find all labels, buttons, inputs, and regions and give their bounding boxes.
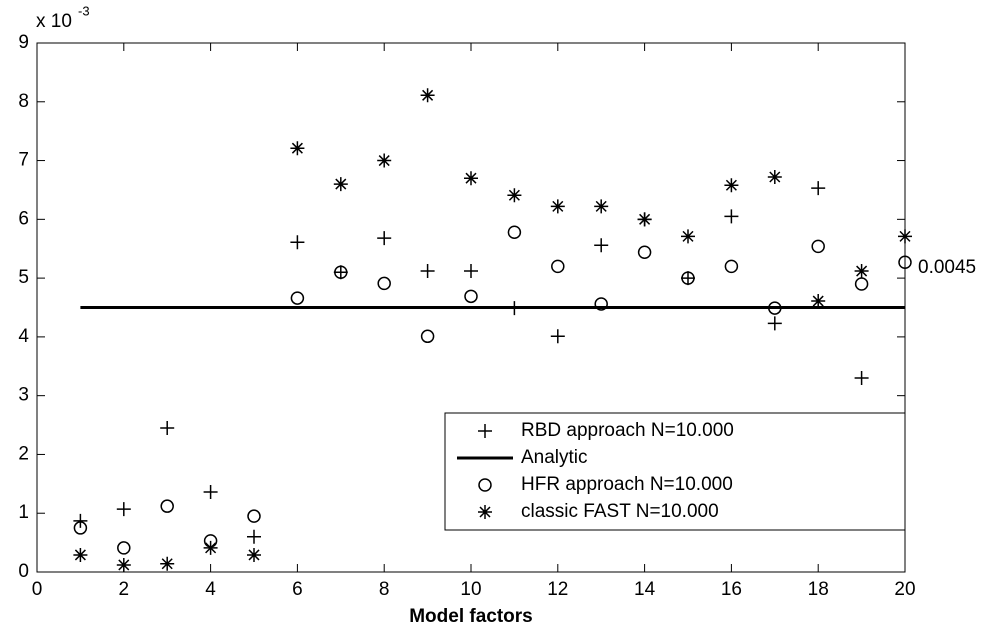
star-marker: [420, 88, 435, 103]
plus-marker: [464, 264, 478, 279]
circle-marker: [507, 225, 522, 240]
star-marker: [478, 505, 492, 519]
plus-marker: [550, 329, 565, 344]
star-marker: [247, 547, 261, 562]
x-tick-label: 10: [460, 579, 481, 600]
x-tick-label: 12: [547, 579, 568, 600]
plus-marker: [854, 371, 869, 386]
star-marker: [811, 294, 826, 309]
y-tick-label: 6: [18, 208, 29, 229]
legend-label: HFR approach N=10.000: [521, 474, 733, 495]
y-tick-label: 4: [18, 326, 29, 347]
circle-marker: [594, 297, 608, 311]
plus-marker: [724, 209, 739, 224]
x-axis-label: Model factors: [409, 606, 533, 627]
star-marker: [116, 557, 131, 572]
y-tick-label: 1: [18, 502, 29, 523]
y-tick-label: 8: [18, 91, 29, 112]
circle-marker: [724, 259, 739, 274]
x-tick-label: 2: [119, 579, 130, 600]
star-marker: [724, 178, 739, 193]
x-tick-label: 18: [808, 579, 829, 600]
x-tick-label: 20: [894, 579, 915, 600]
circle-marker: [160, 499, 174, 513]
x-tick-label: 6: [292, 579, 303, 600]
plus-marker: [420, 264, 435, 279]
legend-label: RBD approach N=10.000: [521, 420, 734, 441]
star-marker: [464, 171, 478, 186]
star-marker: [594, 199, 609, 214]
circle-marker: [551, 259, 565, 274]
star-marker: [637, 212, 652, 227]
circle-marker: [478, 478, 492, 492]
plus-marker: [811, 181, 826, 196]
x-tick-label: 4: [205, 579, 216, 600]
legend-label: Analytic: [521, 447, 588, 468]
star-marker: [377, 153, 392, 168]
annotation: 0.0045: [918, 257, 976, 278]
circle-marker: [637, 245, 652, 259]
circle-marker: [811, 239, 825, 254]
star-marker: [73, 547, 88, 562]
plus-marker: [203, 485, 218, 500]
plus-marker: [478, 424, 492, 438]
y-tick-label: 5: [18, 267, 29, 288]
circle-marker: [768, 301, 782, 315]
plus-marker: [377, 231, 392, 246]
x-tick-label: 8: [379, 579, 390, 600]
circle-marker: [247, 509, 261, 523]
star-marker: [550, 199, 565, 214]
star-marker: [854, 264, 869, 279]
circle-marker: [377, 276, 391, 291]
star-marker: [681, 229, 695, 244]
plus-marker: [767, 316, 782, 331]
star-marker: [507, 188, 522, 203]
y-tick-label: 2: [18, 443, 29, 464]
y-tick-label: 7: [18, 150, 29, 171]
circle-marker: [290, 291, 305, 305]
x-tick-label: 0: [32, 579, 43, 600]
star-marker: [203, 540, 218, 555]
y-tick-label: 0: [18, 561, 29, 582]
plus-marker: [160, 420, 175, 435]
circle-marker: [334, 265, 348, 279]
star-marker: [767, 170, 782, 185]
circle-marker: [73, 521, 88, 535]
plus-marker: [116, 502, 131, 517]
plus-marker: [247, 529, 261, 544]
star-marker: [333, 177, 348, 192]
circle-marker: [420, 329, 435, 344]
legend-box: [444, 412, 906, 531]
plus-marker: [333, 265, 348, 280]
y-tick-label: 3: [18, 385, 29, 406]
legend-label: classic FAST N=10.000: [521, 501, 719, 522]
circle-marker: [464, 289, 478, 304]
star-marker: [898, 229, 912, 244]
x-tick-label: 14: [634, 579, 656, 600]
circle-marker: [681, 271, 695, 285]
plus-marker: [594, 238, 609, 253]
x-tick-label: 16: [721, 579, 742, 600]
axis-multiplier-exponent: -3: [78, 3, 90, 18]
axis-multiplier: x 10: [36, 11, 72, 32]
circle-marker: [117, 541, 131, 555]
plus-marker: [73, 513, 88, 528]
star-marker: [290, 141, 305, 156]
circle-marker: [898, 255, 912, 269]
star-marker: [160, 556, 175, 571]
y-tick-label: 9: [18, 32, 29, 53]
plus-marker: [290, 235, 305, 250]
plus-marker: [681, 271, 695, 286]
circle-marker: [854, 277, 869, 291]
